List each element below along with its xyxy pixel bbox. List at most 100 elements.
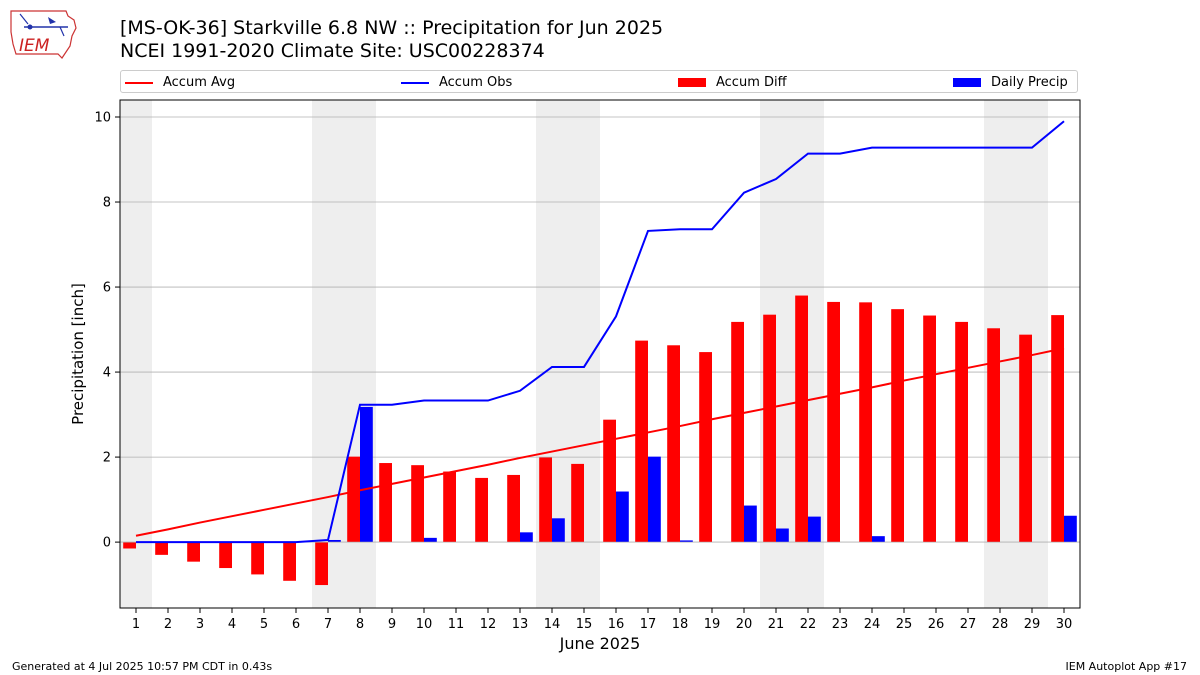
y-tick-label-6: 6 [103,281,111,296]
x-tick-label-26: 26 [928,617,945,632]
lines [120,120,1080,544]
accum-diff-bar-day-7 [315,542,328,586]
plot-frame [119,99,1081,609]
legend-item-accum-diff: Accum Diff [678,71,787,94]
legend-swatch-daily-precip [953,78,981,87]
x-axis-label: June 2025 [559,634,641,653]
x-tick-label-9: 9 [388,617,396,632]
y-tick-label-2: 2 [103,451,111,466]
accum-diff-bar-day-25 [891,309,904,543]
accum-diff-bar-day-26 [923,315,936,543]
y-tick-label-8: 8 [103,196,111,211]
accum-diff-bar-day-5 [251,542,264,575]
x-tick-label-20: 20 [736,617,753,632]
accum-diff-bar-day-1 [123,542,136,549]
accum-diff-bar-day-20 [731,321,744,543]
legend-label-accum-diff: Accum Diff [716,75,787,90]
accum-diff-bar-day-10 [411,465,424,543]
daily-precip-bar-day-14 [552,518,565,543]
daily-precip-bar-day-13 [520,532,533,543]
generated-timestamp: Generated at 4 Jul 2025 10:57 PM CDT in … [12,660,273,673]
legend-swatch-accum-avg [125,81,153,84]
y-tick-label-10: 10 [94,111,111,126]
accum-avg-line [135,347,1065,537]
daily-precip-bar-day-10 [424,537,437,543]
legend-swatch-accum-obs [401,81,429,84]
x-tick-label-14: 14 [544,617,561,632]
chart-subtitle: NCEI 1991-2020 Climate Site: USC00228374 [120,40,545,62]
accum-diff-bar-day-28 [987,328,1000,543]
accum-diff-bar-day-17 [635,340,648,543]
accum-diff-bar-day-14 [539,457,552,543]
x-tick-label-13: 13 [512,617,529,632]
accum-diff-bar-day-12 [475,477,488,543]
x-tick-label-10: 10 [416,617,433,632]
x-tick-label-30: 30 [1056,617,1073,632]
accum-diff-bar-day-4 [219,542,232,569]
accum-diff-bar-day-23 [827,301,840,543]
x-tick-label-12: 12 [480,617,497,632]
x-tick-label-3: 3 [196,617,204,632]
x-tick-label-15: 15 [576,617,593,632]
y-tick-label-0: 0 [103,536,111,551]
accum-diff-bar-day-3 [187,542,200,562]
legend-item-daily-precip: Daily Precip [953,71,1068,94]
accum-diff-bar-day-18 [667,345,680,543]
daily-precip-bar-day-16 [616,491,629,543]
x-tick-label-25: 25 [896,617,913,632]
legend-item-accum-avg: Accum Avg [125,71,235,94]
legend-swatch-accum-diff [678,78,706,87]
accum-diff-bar-day-8 [347,456,360,543]
accum-diff-bar-day-9 [379,463,392,543]
daily-precip-bar-day-18 [680,540,693,543]
accum-diff-bar-day-22 [795,295,808,543]
accum-diff-bar-day-15 [571,463,584,543]
daily-precip-bar-day-21 [776,528,789,543]
daily-precip-bar-day-20 [744,505,757,543]
x-tick-label-5: 5 [260,617,268,632]
accum-diff-bar-day-21 [763,314,776,543]
x-tick-label-2: 2 [164,617,172,632]
chart-legend: Accum Avg Accum Obs Accum Diff Daily Pre… [120,70,1078,93]
x-tick-label-18: 18 [672,617,689,632]
daily-precip-bar-day-30 [1064,515,1077,543]
x-tick-label-24: 24 [864,617,881,632]
daily-precip-bar-day-24 [872,536,885,543]
accum-diff-bar-day-24 [859,302,872,543]
accum-diff-bar-day-11 [443,471,456,543]
weekend-shade-1 [120,100,152,608]
accum-diff-bar-day-2 [155,542,168,555]
x-tick-label-19: 19 [704,617,721,632]
logo-text: IEM [19,36,50,56]
x-tick-label-6: 6 [292,617,300,632]
legend-label-accum-avg: Accum Avg [163,75,236,90]
legend-label-daily-precip: Daily Precip [991,75,1068,90]
y-axis-label: Precipitation [inch] [69,283,87,425]
x-tick-label-27: 27 [960,617,977,632]
accum-diff-bar-day-6 [283,542,296,581]
x-tick-label-23: 23 [832,617,849,632]
daily-precip-bar-day-7 [328,539,341,543]
x-tick-label-21: 21 [768,617,785,632]
x-tick-label-11: 11 [448,617,465,632]
accum-diff-bar-day-16 [603,419,616,543]
accum-diff-bar-day-13 [507,474,520,543]
daily-precip-bar-day-17 [648,456,661,543]
app-id: IEM Autoplot App #17 [1065,660,1188,673]
bars [123,295,1077,586]
accum-diff-bar-day-30 [1051,315,1064,543]
x-tick-label-22: 22 [800,617,817,632]
accum-diff-bar-day-27 [955,321,968,543]
x-tick-label-17: 17 [640,617,657,632]
x-tick-label-7: 7 [324,617,332,632]
x-tick-label-28: 28 [992,617,1009,632]
accum-obs-line [136,120,1065,544]
x-tick-label-8: 8 [356,617,364,632]
accum-diff-bar-day-19 [699,352,712,543]
chart-title: [MS-OK-36] Starkville 6.8 NW :: Precipit… [120,17,664,39]
legend-item-accum-obs: Accum Obs [401,71,512,94]
legend-label-accum-obs: Accum Obs [439,75,513,90]
x-tick-label-16: 16 [608,617,625,632]
y-tick-label-4: 4 [103,366,111,381]
